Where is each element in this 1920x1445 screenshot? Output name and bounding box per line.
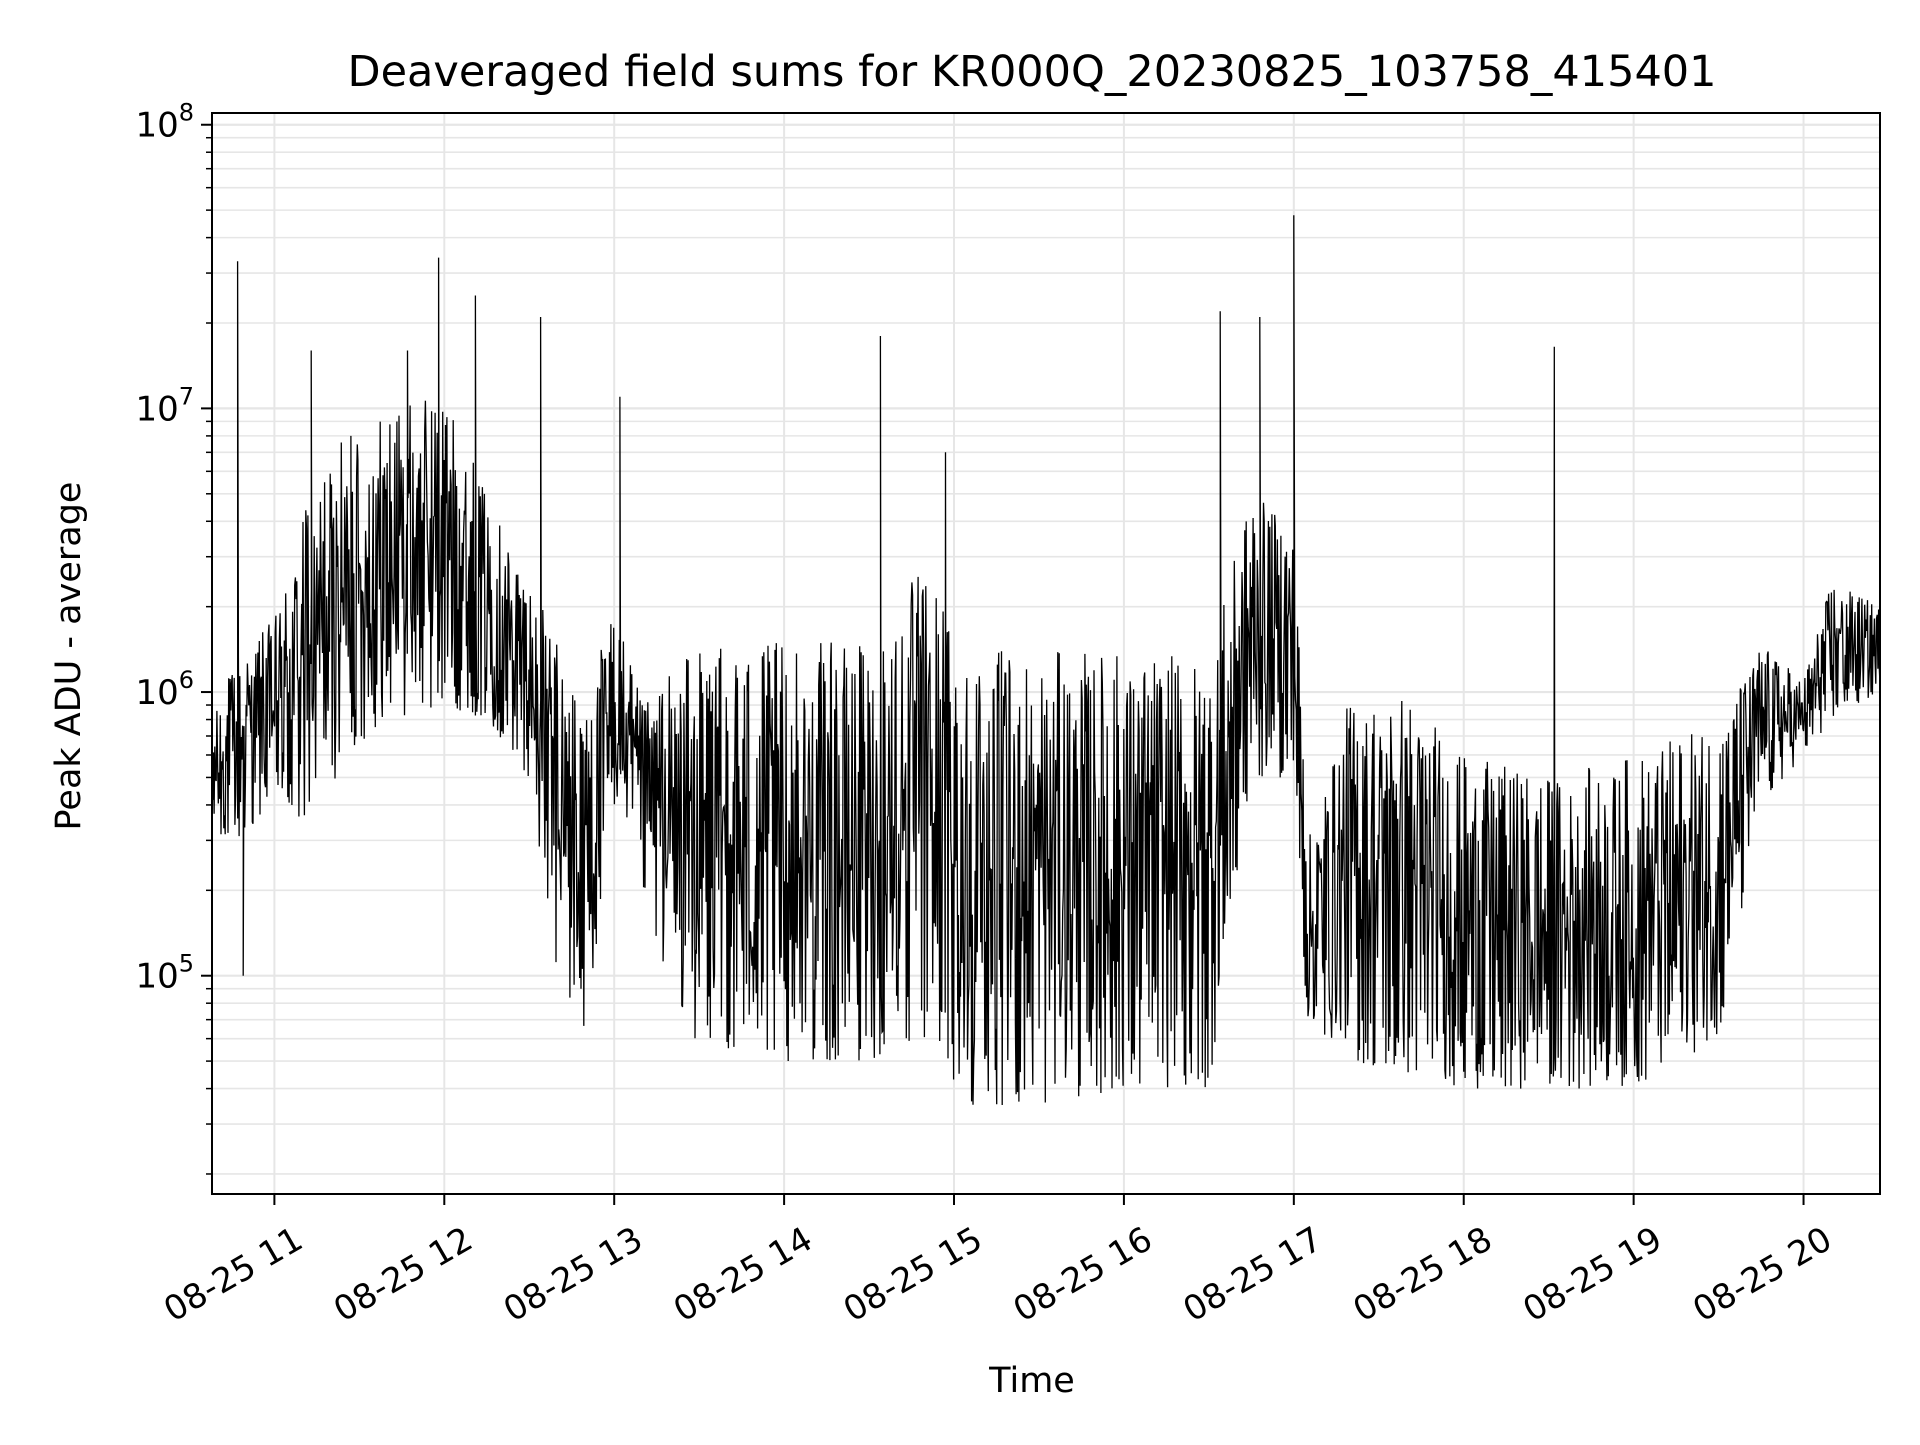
y-tick-label: 108 bbox=[135, 99, 194, 146]
chart-title: Deaveraged field sums for KR000Q_2023082… bbox=[347, 47, 1716, 97]
x-axis-label: Time bbox=[988, 1361, 1075, 1401]
y-tick-label: 107 bbox=[135, 382, 194, 429]
y-tick-label: 106 bbox=[135, 666, 194, 713]
y-axis-ticks: 105 106 107 108 bbox=[135, 99, 212, 1175]
series-line bbox=[211, 160, 1881, 1106]
y-axis-label: Peak ADU - average bbox=[49, 482, 89, 831]
y-tick-label: 105 bbox=[135, 950, 194, 997]
series-path bbox=[211, 160, 1881, 1106]
plot-frame bbox=[211, 112, 1881, 1195]
